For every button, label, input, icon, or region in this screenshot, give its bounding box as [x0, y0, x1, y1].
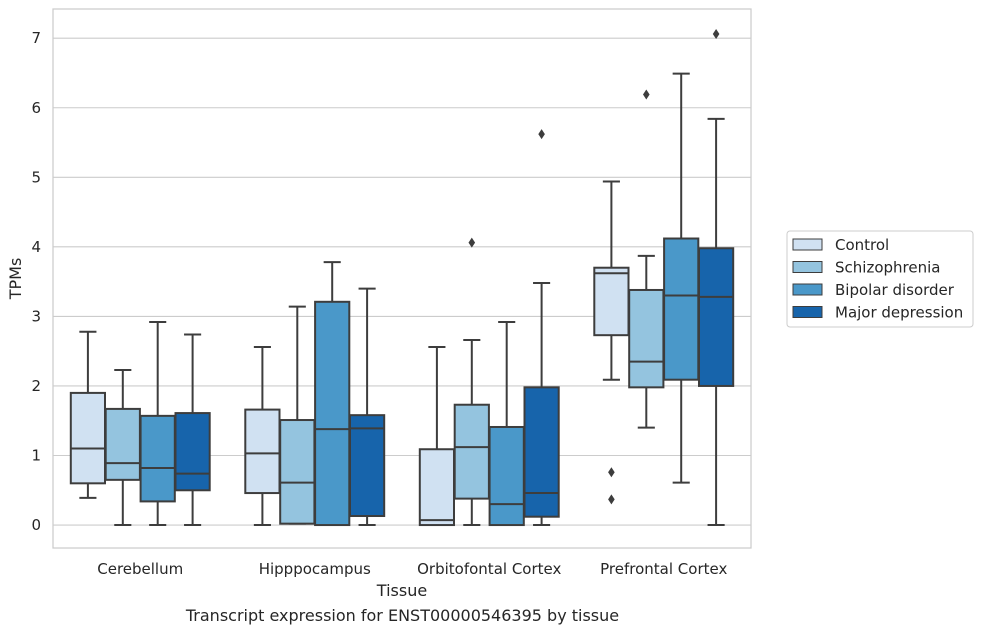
box — [523, 386, 560, 518]
legend-swatch — [792, 306, 823, 318]
box-bipolar-disorder — [488, 320, 525, 527]
box-major-depression — [174, 333, 211, 527]
box-bipolar-disorder — [139, 320, 176, 527]
box — [697, 247, 735, 387]
legend-swatch — [792, 283, 823, 296]
box — [418, 448, 456, 527]
outlier-point — [538, 129, 545, 140]
box-major-depression — [523, 129, 560, 527]
box-control — [69, 330, 107, 499]
box — [663, 237, 700, 381]
outlier-point — [712, 29, 720, 40]
y-tick-label: 2 — [31, 377, 41, 395]
box — [348, 414, 386, 518]
y-tick-label: 4 — [31, 238, 41, 256]
legend-swatch — [792, 238, 823, 251]
box-schizophrenia — [628, 89, 665, 429]
legend-label: Major depression — [835, 304, 963, 322]
legend: Control Schizophrenia Bipolar disorder Majo… — [786, 230, 974, 328]
y-axis-label: TPMs — [6, 258, 25, 301]
legend-label: Control — [835, 236, 889, 254]
outlier-point — [608, 467, 615, 478]
box — [628, 288, 665, 389]
box — [104, 407, 141, 481]
box — [174, 412, 211, 492]
box — [453, 403, 490, 500]
box-schizophrenia — [104, 368, 141, 527]
legend-frame — [786, 230, 974, 328]
box-major-depression — [697, 29, 735, 527]
plot-frame — [52, 8, 752, 549]
box-bipolar-disorder — [314, 261, 351, 527]
box — [593, 266, 630, 337]
box — [279, 419, 316, 525]
x-tick-label: Orbitofontal Cortex — [417, 560, 561, 578]
x-tick-labels: Cerebellum Hipppocampus Orbitofontal Corte… — [97, 560, 727, 578]
box — [244, 408, 281, 495]
x-axis-label: Tissue — [376, 581, 427, 600]
outlier-point — [643, 89, 650, 100]
box — [314, 300, 351, 527]
legend-swatch — [792, 261, 823, 273]
box-schizophrenia — [279, 305, 316, 525]
figure-caption: Transcript expression for ENST0000054639… — [185, 606, 620, 625]
box-control — [418, 346, 456, 527]
box-bipolar-disorder — [663, 72, 700, 484]
y-tick-label: 6 — [31, 99, 41, 117]
box — [139, 414, 176, 503]
y-tick-labels: 0 1 2 3 4 5 6 7 — [31, 29, 41, 534]
y-tick-label: 3 — [31, 307, 41, 325]
box-control — [593, 180, 630, 505]
box — [488, 425, 525, 527]
box-major-depression — [348, 287, 386, 527]
x-tick-label: Cerebellum — [97, 560, 183, 578]
outlier-point — [608, 494, 615, 505]
outlier-point — [468, 237, 476, 248]
box-groups — [69, 29, 735, 527]
y-tick-label: 7 — [31, 29, 41, 47]
box — [69, 391, 107, 485]
box-control — [244, 346, 281, 527]
legend-label: Schizophrenia — [835, 259, 940, 277]
y-tick-label: 0 — [31, 516, 41, 534]
y-tick-label: 5 — [31, 168, 41, 186]
legend-label: Bipolar disorder — [835, 281, 955, 299]
box-schizophrenia — [453, 237, 490, 527]
x-tick-label: Prefrontal Cortex — [600, 560, 727, 578]
y-tick-label: 1 — [31, 447, 41, 465]
x-tick-label: Hipppocampus — [259, 560, 371, 578]
